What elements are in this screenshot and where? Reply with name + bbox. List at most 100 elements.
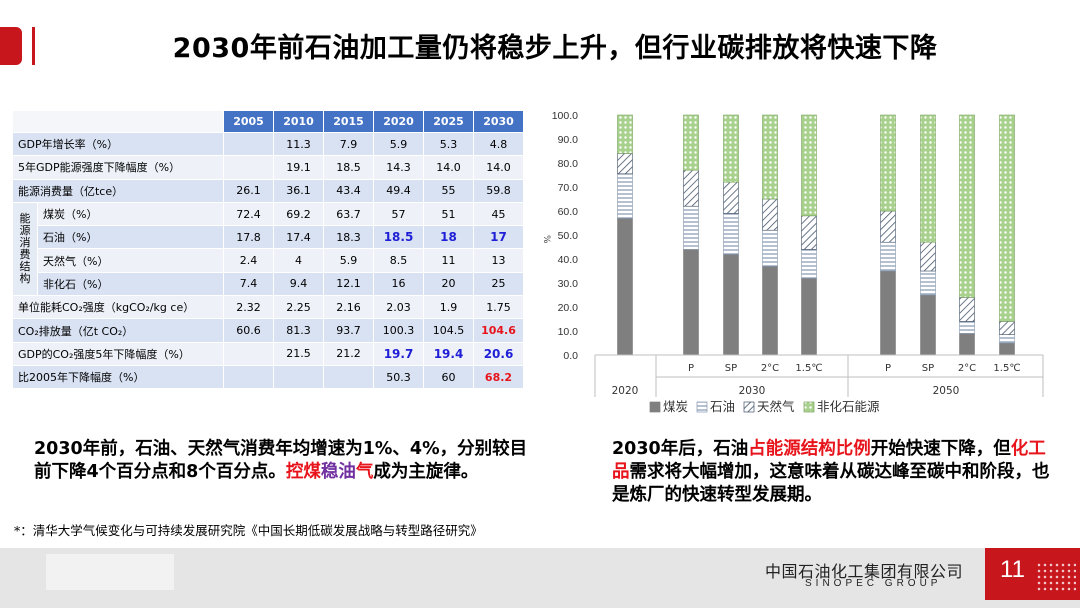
table-cell: 12.1 <box>324 272 373 296</box>
table-cell: 11.3 <box>274 133 323 156</box>
note-left-highlight-coal: 控煤 <box>285 462 321 482</box>
table-cell: 8.5 <box>374 249 423 272</box>
table-cell: 21.5 <box>274 342 323 365</box>
y-tick-label: 0.0 <box>563 350 578 362</box>
table-cell: 2.16 <box>324 296 373 319</box>
table-row-label: GDP的CO₂强度5年下降幅度（%） <box>13 342 223 365</box>
table-row: 单位能耗CO₂强度（kgCO₂/kg ce） 2.32 2.25 2.16 2.03 1.… <box>13 296 523 319</box>
note-left-highlight-oil: 稳油 <box>320 462 356 482</box>
bar-segment-nonfossil <box>723 114 739 183</box>
table-cell: 14.0 <box>424 156 473 179</box>
bar-segment-coal <box>683 249 699 356</box>
table-row-label: CO₂排放量（亿t CO₂） <box>13 319 223 342</box>
table-cell: 60.6 <box>224 319 273 342</box>
x-group-label: 2050 <box>933 385 960 397</box>
table-cell: 63.7 <box>324 202 373 226</box>
bar-segment-coal <box>762 265 778 356</box>
x-tick-label: SP <box>725 363 737 374</box>
legend-swatch-oil <box>696 401 708 413</box>
legend-label-oil: 石油 <box>710 399 735 414</box>
bar-segment-gas <box>920 241 936 272</box>
table-cell: 19.7 <box>374 342 423 365</box>
bar-segment-oil <box>920 270 936 296</box>
stacked-bar-chart: 0.0 10.0 20.0 30.0 40.0 50.0 60.0 70.0 80.0 90.0 1… <box>541 110 1044 414</box>
table-row: 天然气（%） 2.4 4 5.9 8.5 11 13 <box>13 249 523 272</box>
note-right-text-end: 需求将大幅增加，这意味着从碳达峰至碳中和阶段，也是炼厂的快速转型发展期。 <box>612 462 1050 505</box>
table-cell: 57 <box>374 202 423 226</box>
bar-segment-gas <box>999 321 1015 335</box>
note-right-text: 2030年后，石油 <box>612 439 749 459</box>
table-cell <box>224 342 273 365</box>
table-row-label: 比2005年下降幅度（%） <box>13 365 223 389</box>
x-tick-label: 1.5℃ <box>795 363 822 374</box>
table-cell: 19.1 <box>274 156 323 179</box>
table-cell: 13 <box>474 249 523 272</box>
table-cell: 18.3 <box>324 226 373 249</box>
y-tick-label: 10.0 <box>558 326 579 338</box>
table-cell: 7.4 <box>224 272 273 296</box>
table-cell <box>224 156 273 179</box>
table-row: CO₂排放量（亿t CO₂） 60.6 81.3 93.7 100.3 104.5 104.… <box>13 319 523 342</box>
y-tick-label: 90.0 <box>558 134 579 146</box>
footer: 中国石油化工集团有限公司 SINOPEC GROUP 11 <box>0 548 1080 608</box>
y-tick-label: 100.0 <box>552 110 578 122</box>
bar-segment-oil <box>723 213 739 255</box>
page-title: 2030年前石油加工量仍将稳步上升，但行业碳排放将快速下降 <box>172 33 938 64</box>
company-name-en: SINOPEC GROUP <box>805 578 942 589</box>
legend-label-gas: 天然气 <box>757 399 795 414</box>
table-cell: 4.8 <box>474 133 523 156</box>
bar-segment-nonfossil <box>880 114 896 212</box>
table-row-label: 能源消费量（亿tce） <box>13 179 223 202</box>
x-tick-label: 1.5℃ <box>993 363 1020 374</box>
table-cell: 93.7 <box>324 319 373 342</box>
note-left: 2030年前，石油、天然气消费年均增速为1%、4%，分别较目前下降4个百分点和8… <box>34 438 544 484</box>
legend-swatch-gas <box>743 401 755 413</box>
bar-segment-nonfossil <box>999 114 1015 322</box>
bar-segment-oil <box>999 334 1015 344</box>
table-cell: 21.2 <box>324 342 373 365</box>
table-cell <box>274 365 323 389</box>
table-cell: 17.8 <box>224 226 273 249</box>
table-cell: 17 <box>474 226 523 249</box>
accent-bar <box>0 27 22 65</box>
table-cell <box>224 133 273 156</box>
table-header-year: 2005 <box>224 111 273 132</box>
x-tick-label: P <box>688 363 694 374</box>
bar-segment-coal <box>959 333 975 356</box>
bar-segment-oil <box>959 321 975 334</box>
note-left-text: 2030年前，石油、天然气消费年均增速为1%、4%，分别较目前下降4个百分点和8… <box>34 439 528 482</box>
bar-segment-oil <box>880 241 896 272</box>
energy-structure-chart: 0.0 10.0 20.0 30.0 40.0 50.0 60.0 70.0 80.0 90.0 1… <box>538 105 1068 430</box>
table-cell: 7.9 <box>324 133 373 156</box>
table-cell: 2.25 <box>274 296 323 319</box>
note-right-highlight-ratio: 占能源结构比例 <box>748 439 871 459</box>
bar-segment-gas <box>683 169 699 207</box>
table-cell: 81.3 <box>274 319 323 342</box>
table-header-year: 2025 <box>424 111 473 132</box>
table-cell: 20 <box>424 272 473 296</box>
table-header-year: 2010 <box>274 111 323 132</box>
x-tick-label: P <box>885 363 891 374</box>
table-header-year: 2020 <box>374 111 423 132</box>
bar-segment-gas <box>762 198 778 231</box>
table-cell: 55 <box>424 179 473 202</box>
table-cell: 2.03 <box>374 296 423 319</box>
note-right: 2030年后，石油占能源结构比例开始快速下降，但化工品需求将大幅增加，这意味着从… <box>612 438 1062 507</box>
y-tick-label: 30.0 <box>558 278 579 290</box>
table-cell: 25 <box>474 272 523 296</box>
table-group-label: 能源消费结构 <box>13 202 37 296</box>
table-cell: 9.4 <box>274 272 323 296</box>
table-cell: 14.0 <box>474 156 523 179</box>
table-cell: 104.5 <box>424 319 473 342</box>
table-cell: 69.2 <box>274 202 323 226</box>
table-header-year: 2030 <box>474 111 523 132</box>
table-cell: 18.5 <box>374 226 423 249</box>
table-cell: 5.3 <box>424 133 473 156</box>
table-cell: 68.2 <box>474 365 523 389</box>
table-cell: 5.9 <box>324 249 373 272</box>
table-cell: 72.4 <box>224 202 273 226</box>
table-cell: 14.3 <box>374 156 423 179</box>
page-number: 11 <box>1000 556 1025 583</box>
table-cell: 45 <box>474 202 523 226</box>
y-tick-label: 50.0 <box>558 230 579 242</box>
